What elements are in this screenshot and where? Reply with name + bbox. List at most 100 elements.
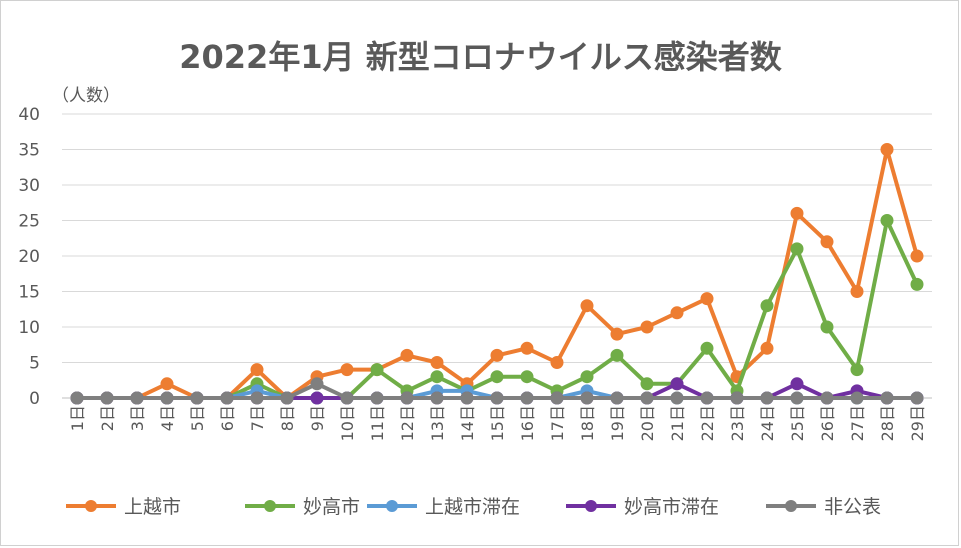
data-point [130, 391, 144, 405]
x-tick-label: 23日 [728, 405, 747, 441]
x-tick-label: 24日 [758, 405, 777, 441]
data-point [760, 391, 774, 405]
x-tick-label: 9日 [308, 405, 327, 431]
legend-marker [85, 500, 97, 512]
x-tick-label: 25日 [788, 405, 807, 441]
x-tick-label: 2日 [98, 405, 117, 431]
data-point [670, 306, 684, 320]
x-tick-label: 18日 [578, 405, 597, 441]
x-tick-label: 7日 [248, 405, 267, 431]
data-point [520, 341, 534, 355]
data-point [790, 206, 804, 220]
legend-item: 妙高市滞在 [566, 496, 719, 518]
y-tick-label: 15 [18, 283, 40, 303]
data-point [310, 391, 324, 405]
data-point [190, 391, 204, 405]
data-point [520, 370, 534, 384]
data-point [790, 377, 804, 391]
data-point [760, 299, 774, 313]
x-tick-label: 10日 [338, 405, 357, 441]
data-point [460, 391, 474, 405]
x-tick-label: 22日 [698, 405, 717, 441]
data-point [580, 370, 594, 384]
data-point [370, 391, 384, 405]
data-point [820, 320, 834, 334]
legend-item: 上越市滞在 [367, 496, 520, 518]
legend-label: 非公表 [824, 496, 881, 518]
data-point [250, 391, 264, 405]
data-point [820, 235, 834, 249]
data-point [70, 391, 84, 405]
data-point [160, 377, 174, 391]
legend-item: 非公表 [766, 496, 881, 518]
data-point [700, 391, 714, 405]
data-point [430, 370, 444, 384]
legend: 上越市 妙高市 上越市滞在 妙高市滞在 非公表 [66, 496, 881, 518]
data-point [700, 292, 714, 306]
legend-label: 上越市 [124, 496, 181, 518]
data-point [700, 341, 714, 355]
y-tick-label: 20 [18, 247, 40, 267]
x-tick-label: 27日 [848, 405, 867, 441]
data-point [790, 242, 804, 256]
legend-marker [585, 500, 597, 512]
data-point [910, 249, 924, 263]
x-tick-label: 17日 [548, 405, 567, 441]
data-point [670, 391, 684, 405]
x-tick-label: 21日 [668, 405, 687, 441]
x-tick-label: 14日 [458, 405, 477, 441]
data-point [430, 391, 444, 405]
series-1 [70, 143, 924, 405]
data-point [370, 363, 384, 377]
data-point [280, 391, 294, 405]
legend-item: 妙高市 [245, 496, 360, 518]
data-point [400, 391, 414, 405]
data-point [730, 391, 744, 405]
data-point [250, 363, 264, 377]
data-point [880, 143, 894, 156]
x-tick-label: 12日 [398, 405, 417, 441]
legend-marker [386, 500, 398, 512]
x-tick-label: 20日 [638, 405, 657, 441]
y-tick-label: 30 [18, 176, 40, 196]
y-tick-label: 10 [18, 318, 40, 338]
data-point [340, 363, 354, 377]
data-point [220, 391, 234, 405]
data-point [610, 391, 624, 405]
data-point [400, 348, 414, 362]
y-tick-label: 35 [18, 141, 40, 161]
data-point [640, 391, 654, 405]
legend-label: 上越市滞在 [425, 496, 520, 518]
data-point [820, 391, 834, 405]
data-point [550, 356, 564, 369]
x-tick-label: 6日 [218, 405, 237, 431]
data-point [640, 320, 654, 334]
legend-marker [785, 500, 797, 512]
y-tick-label: 5 [29, 354, 40, 374]
data-point [490, 370, 504, 384]
data-point [610, 327, 624, 341]
x-tick-label: 11日 [368, 405, 387, 441]
data-point [910, 277, 924, 291]
data-point [340, 391, 354, 405]
data-point [160, 391, 174, 405]
chart-title: 2022年1月 新型コロナウイルス感染者数 [179, 38, 782, 76]
x-tick-label: 29日 [908, 405, 927, 441]
data-point [490, 348, 504, 362]
data-point [520, 391, 534, 405]
data-point [880, 391, 894, 405]
x-axis-ticks: 1日 2日 3日 4日 5日 6日 7日 8日 9日 10日 11日 12日 13日 14日 15日 16日 1… [68, 405, 927, 441]
data-point [610, 348, 624, 362]
y-tick-label: 0 [29, 389, 40, 409]
legend-marker [264, 500, 276, 512]
x-tick-label: 16日 [518, 405, 537, 441]
data-point [580, 299, 594, 313]
x-tick-label: 5日 [188, 405, 207, 431]
data-point [490, 391, 504, 405]
data-point [670, 377, 684, 391]
x-tick-label: 26日 [818, 405, 837, 441]
data-point [850, 285, 864, 298]
data-point [850, 391, 864, 405]
